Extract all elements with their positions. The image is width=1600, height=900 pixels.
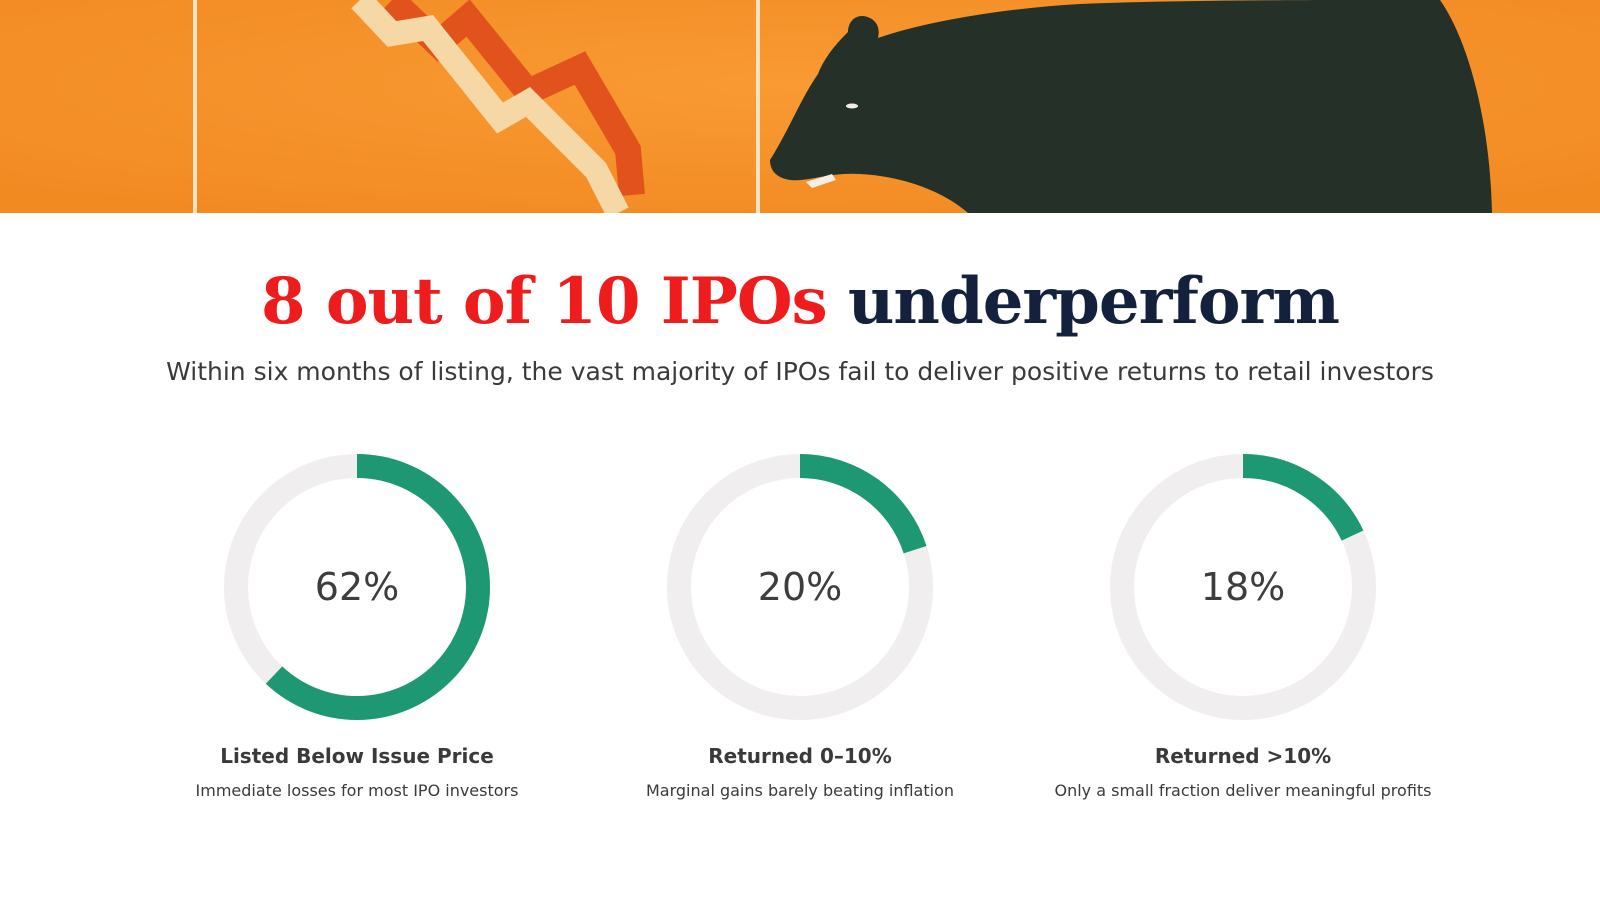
donut-arc [224,454,490,720]
donut-description: Marginal gains barely beating inflation [645,781,954,800]
donut-chart: 62% [224,454,490,720]
donut-title: Listed Below Issue Price [220,744,494,768]
page-subtitle: Within six months of listing, the vast m… [166,357,1434,386]
donut-value-label: 18% [1201,565,1285,609]
bear-tooth [806,174,836,188]
bear-silhouette [770,0,1492,213]
headline-rest: underperform [847,264,1340,339]
donut-chart: 20% [667,454,933,720]
donut-value-label: 20% [758,565,842,609]
hero-banner [0,0,1600,213]
donut-description: Immediate losses for most IPO investors [195,781,519,800]
donut-arc [1110,454,1376,720]
donut-title: Returned >10% [1154,744,1332,768]
grid-line [756,0,760,213]
donut-chart: 18% [1110,454,1376,720]
page-title: 8 out of 10 IPOs underperform [0,262,1600,342]
falling-trend-line [351,0,629,213]
donut-value-label: 62% [315,565,399,609]
headline-accent: 8 out of 10 IPOs [261,264,828,339]
donut-card-returned-0-10: 20% Returned 0–10% Marginal gains barely… [590,452,1010,802]
donut-description: Only a small fraction deliver meaningful… [1054,781,1432,800]
donut-card-below-issue: 62% Listed Below Issue Price Immediate l… [147,452,567,802]
donut-title: Returned 0–10% [708,744,892,768]
bear-market-illustration-icon [0,0,1600,213]
donut-card-returned-over-10: 18% Returned >10% Only a small fraction … [1033,452,1453,802]
bear-eye [846,103,858,109]
grid-line [193,0,197,213]
donut-arc [667,454,933,720]
